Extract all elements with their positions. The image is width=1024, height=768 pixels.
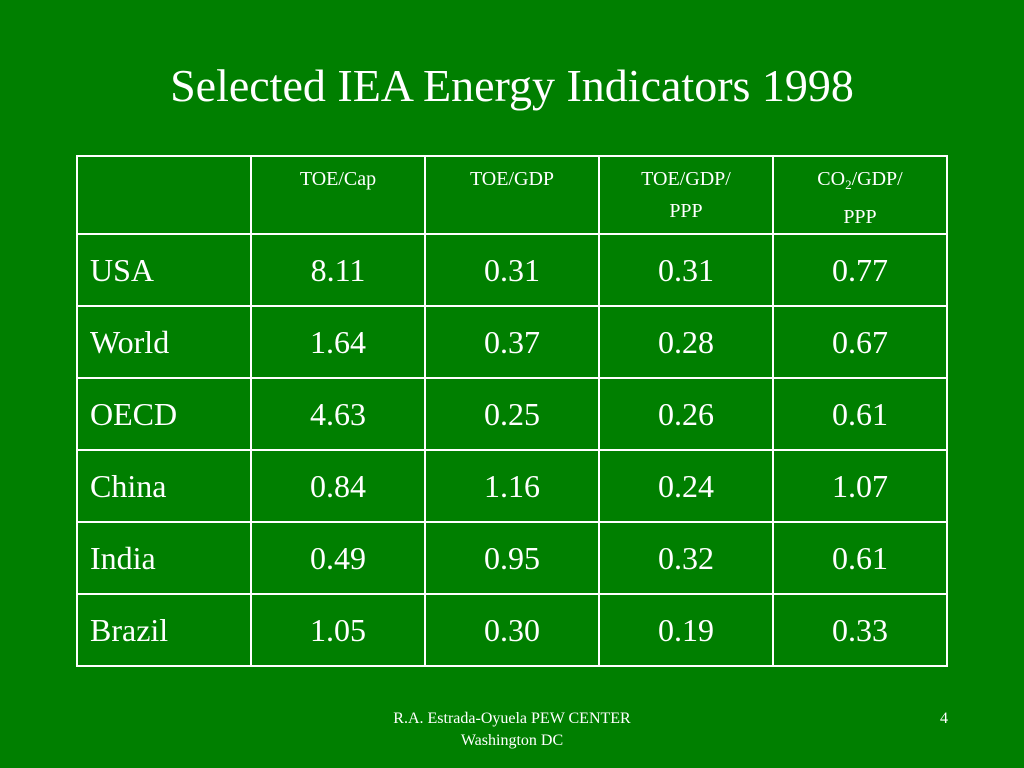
row-label: India bbox=[76, 521, 252, 595]
cell-value: 0.26 bbox=[598, 377, 774, 451]
indicators-table: TOE/Cap TOE/GDP TOE/GDP/ PPP CO2/GDP/ PP… bbox=[76, 155, 948, 667]
row-label: USA bbox=[76, 233, 252, 307]
row-label: OECD bbox=[76, 377, 252, 451]
header-label-line1: CO2/GDP/ bbox=[774, 163, 946, 201]
cell-value: 4.63 bbox=[250, 377, 426, 451]
cell-value: 0.33 bbox=[772, 593, 948, 667]
slide-title: Selected IEA Energy Indicators 1998 bbox=[170, 60, 854, 111]
cell-value: 0.30 bbox=[424, 593, 600, 667]
cell-value: 0.32 bbox=[598, 521, 774, 595]
cell-value: 1.64 bbox=[250, 305, 426, 379]
cell-value: 0.49 bbox=[250, 521, 426, 595]
table-header-row: TOE/Cap TOE/GDP TOE/GDP/ PPP CO2/GDP/ PP… bbox=[76, 155, 948, 235]
table-row: Brazil 1.05 0.30 0.19 0.33 bbox=[76, 593, 948, 667]
footer-author: R.A. Estrada-Oyuela PEW CENTER bbox=[393, 710, 631, 727]
cell-value: 0.95 bbox=[424, 521, 600, 595]
cell-value: 1.16 bbox=[424, 449, 600, 523]
cell-value: 1.05 bbox=[250, 593, 426, 667]
cell-value: 0.77 bbox=[772, 233, 948, 307]
header-label-line1: TOE/GDP/ bbox=[641, 168, 731, 190]
slide-footer: R.A. Estrada-Oyuela PEW CENTER Washingto… bbox=[312, 708, 712, 752]
cell-value: 0.67 bbox=[772, 305, 948, 379]
cell-value: 0.31 bbox=[598, 233, 774, 307]
table-row: China 0.84 1.16 0.24 1.07 bbox=[76, 449, 948, 523]
cell-value: 1.07 bbox=[772, 449, 948, 523]
subscript-2: 2 bbox=[845, 177, 852, 192]
header-label: TOE/GDP bbox=[469, 168, 555, 190]
header-toe-gdp-ppp: TOE/GDP/ PPP bbox=[598, 155, 774, 235]
row-label: China bbox=[76, 449, 252, 523]
cell-value: 0.84 bbox=[250, 449, 426, 523]
header-toe-cap: TOE/Cap bbox=[250, 155, 426, 235]
row-label: World bbox=[76, 305, 252, 379]
table-row: India 0.49 0.95 0.32 0.61 bbox=[76, 521, 948, 595]
header-label-line2: PPP bbox=[843, 206, 877, 228]
header-toe-gdp: TOE/GDP bbox=[424, 155, 600, 235]
co-text: CO bbox=[817, 168, 846, 190]
header-label-line2: PPP bbox=[669, 200, 703, 222]
page-number: 4 bbox=[940, 710, 948, 727]
gdp-text: /GDP/ bbox=[851, 168, 903, 190]
cell-value: 0.19 bbox=[598, 593, 774, 667]
cell-value: 0.31 bbox=[424, 233, 600, 307]
cell-value: 8.11 bbox=[250, 233, 426, 307]
table-row: OECD 4.63 0.25 0.26 0.61 bbox=[76, 377, 948, 451]
cell-value: 0.25 bbox=[424, 377, 600, 451]
cell-value: 0.24 bbox=[598, 449, 774, 523]
cell-value: 0.37 bbox=[424, 305, 600, 379]
header-empty-cell bbox=[76, 155, 252, 235]
table-row: World 1.64 0.37 0.28 0.67 bbox=[76, 305, 948, 379]
row-label: Brazil bbox=[76, 593, 252, 667]
cell-value: 0.28 bbox=[598, 305, 774, 379]
header-co2-gdp-ppp: CO2/GDP/ PPP bbox=[772, 155, 948, 235]
cell-value: 0.61 bbox=[772, 377, 948, 451]
header-label: TOE/Cap bbox=[299, 168, 377, 190]
cell-value: 0.61 bbox=[772, 521, 948, 595]
table-row: USA 8.11 0.31 0.31 0.77 bbox=[76, 233, 948, 307]
footer-location: Washington DC bbox=[460, 732, 564, 749]
